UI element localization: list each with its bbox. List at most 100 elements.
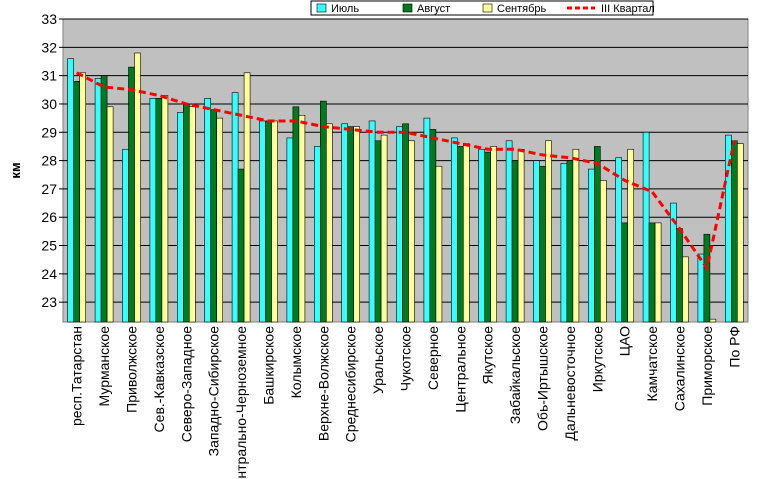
bar-1-19 — [593, 146, 601, 323]
x-category-label: Приморское — [699, 326, 715, 406]
bar-2-3 — [161, 95, 169, 323]
bar-1-11 — [374, 140, 382, 323]
bar-2-16 — [517, 148, 525, 323]
bar-2-20 — [627, 148, 635, 323]
y-tick-label: 31 — [41, 68, 57, 84]
bar-2-8 — [298, 114, 306, 323]
bar-1-15 — [484, 151, 492, 323]
x-category-label: Камчатское — [644, 326, 660, 402]
bar-2-12 — [408, 140, 415, 323]
bar-0-8 — [286, 137, 294, 323]
bar-2-14 — [462, 143, 470, 323]
legend-swatch-1 — [402, 3, 413, 13]
bar-0-16 — [505, 140, 513, 323]
bar-1-4 — [183, 103, 190, 323]
bar-0-6 — [231, 92, 239, 323]
x-category-label: Северное — [425, 326, 441, 390]
bar-0-10 — [341, 123, 349, 323]
bar-0-12 — [396, 126, 403, 323]
x-category-label: Обь-Иртышское — [535, 326, 551, 431]
bar-2-1 — [106, 106, 114, 323]
bar-0-15 — [478, 148, 486, 323]
bar-0-7 — [259, 120, 266, 323]
bar-1-13 — [429, 129, 437, 323]
x-axis-categories: респ.Татарстан Мурманское Приволжское Сев.-… — [69, 326, 743, 479]
legend-box — [310, 0, 654, 16]
bar-1-3 — [155, 97, 163, 323]
bar-2-22 — [682, 256, 689, 323]
x-category-label: Верхне-Волжское — [315, 326, 331, 441]
bar-2-13 — [435, 165, 443, 323]
x-category-label: Колымское — [288, 326, 304, 399]
x-category-label: Сахалинское — [672, 326, 688, 411]
y-tick-label: 24 — [41, 266, 57, 282]
x-category-label: Приволжское — [124, 326, 140, 413]
legend-swatch-0 — [316, 3, 327, 13]
x-category-label: Мурманское — [96, 326, 112, 407]
bar-1-10 — [347, 126, 355, 323]
bar-2-18 — [572, 148, 580, 323]
bar-2-11 — [380, 134, 388, 323]
y-tick-label: 30 — [41, 96, 57, 112]
bar-2-24 — [736, 143, 744, 323]
legend-label-1: Август — [417, 3, 450, 15]
bar-0-17 — [533, 160, 540, 323]
legend-label-0: Июль — [331, 3, 359, 15]
bar-2-0 — [79, 72, 86, 323]
x-category-label: Чукотское — [398, 326, 414, 391]
x-category-label: Забайкальское — [507, 326, 523, 424]
x-category-label: Северо-Западное — [178, 326, 194, 442]
quarter-line — [76, 71, 736, 272]
y-axis-ticks: 23 24 25 26 27 28 29 30 31 32 33 — [41, 11, 63, 310]
bar-2-6 — [243, 72, 251, 323]
x-category-label: Уральское — [370, 326, 386, 394]
bar-1-6 — [237, 168, 245, 323]
bar-2-17 — [545, 140, 552, 323]
legend-swatch-2 — [482, 3, 493, 13]
bar-1-14 — [456, 146, 464, 323]
x-category-label: Центрально-Черноземное — [233, 326, 249, 479]
bar-1-7 — [265, 120, 272, 323]
bar-0-0 — [67, 58, 74, 323]
bar-0-11 — [368, 120, 376, 323]
y-tick-label: 25 — [41, 238, 57, 254]
bar-1-22 — [676, 228, 683, 323]
bar-2-5 — [216, 117, 223, 323]
bar-1-24 — [730, 140, 738, 323]
bar-1-16 — [511, 160, 519, 323]
x-category-label: респ.Татарстан — [69, 326, 85, 426]
bar-0-21 — [642, 131, 650, 323]
bar-1-21 — [648, 222, 656, 323]
bar-0-5 — [204, 97, 211, 323]
quarter-line-series — [76, 71, 736, 272]
bar-1-2 — [128, 66, 135, 323]
bar-0-4 — [177, 112, 184, 323]
y-tick-label: 26 — [41, 209, 57, 225]
y-tick-label: 29 — [41, 124, 57, 140]
bar-1-12 — [402, 123, 409, 323]
x-category-label: Дальневосточное — [562, 326, 578, 441]
bar-2-7 — [271, 120, 278, 323]
legend-label-3: III Квартал — [601, 3, 655, 15]
bar-1-23 — [703, 233, 711, 323]
bar-1-0 — [73, 80, 80, 323]
bar-2-9 — [325, 123, 333, 323]
y-tick-label: 28 — [41, 153, 57, 169]
bar-2-4 — [189, 106, 196, 323]
x-category-label: Башкирское — [261, 326, 277, 405]
bar-1-18 — [566, 160, 574, 323]
x-category-label: Сев.-Кавказское — [151, 326, 167, 433]
y-tick-label: 33 — [41, 11, 57, 27]
bar-0-9 — [313, 146, 321, 323]
y-axis-label: км — [8, 162, 23, 178]
y-tick-label: 23 — [41, 294, 57, 310]
y-tick-label: 32 — [41, 39, 57, 55]
bar-1-1 — [100, 75, 108, 323]
x-category-label: Среднесибирское — [343, 326, 359, 443]
x-category-label: Иркутское — [589, 326, 605, 392]
x-category-label: ЦАО — [617, 326, 633, 356]
bar-0-2 — [122, 148, 129, 323]
legend: Июль Август Сентябрь III Квартал — [310, 0, 655, 16]
bar-2-23 — [709, 318, 717, 323]
